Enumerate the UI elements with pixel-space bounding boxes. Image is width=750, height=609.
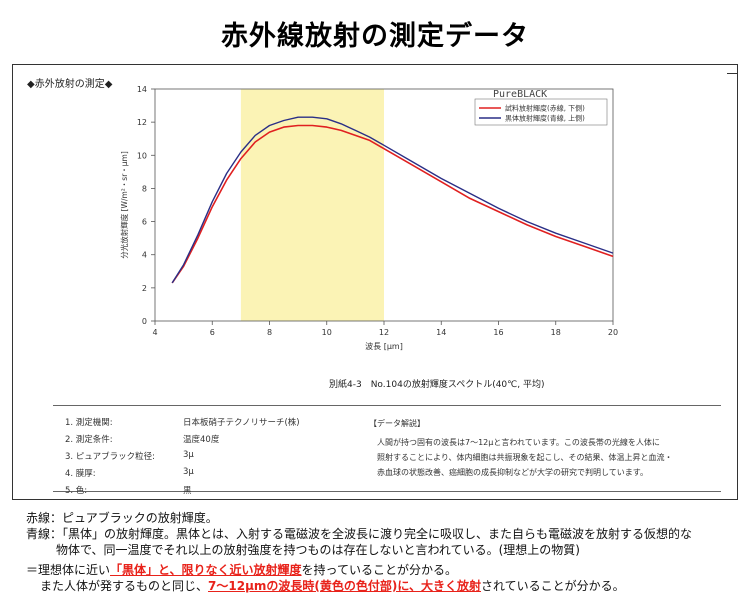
conclusion-text: また人体が発するものと同じ、 <box>40 579 209 593</box>
legend-label: 試料放射輝度(赤線, 下側) <box>505 104 585 113</box>
legend-watermark: PureBLACK <box>493 89 547 100</box>
blue-line-note-cont: 物体で、同一温度でそれ以上の放射強度を持つものは存在しないと言われている。(理想… <box>56 543 580 557</box>
notes-line: 照射することにより、体内細胞は共振現象を起こし、その結果、体温上昇と血流・ <box>377 453 673 462</box>
y-tick-label: 12 <box>137 118 147 127</box>
spectrum-chart: 4 6 8 10 12 14 16 18 20 0 2 4 6 8 10 12 14 波長 [μm] 分光放射輝度 … <box>119 85 618 351</box>
conclusion-text: されていることが分かる。 <box>481 579 625 593</box>
red-line-note: 赤線：ピュアブラックの放射輝度。 <box>26 511 218 525</box>
x-tick-label: 6 <box>210 328 215 337</box>
conclusion-highlight: 「黒体」と、限りなく近い放射輝度 <box>110 563 302 577</box>
y-tick-label: 6 <box>142 218 147 227</box>
footer-explanation: 赤線：ピュアブラックの放射輝度。 青線：「黒体」の放射輝度。黒体とは、入射する電… <box>26 510 736 594</box>
condition-value: 温度40度 <box>183 435 220 445</box>
condition-value: 日本板硝子テクノリサーチ(株) <box>183 418 300 428</box>
section-label: ◆赤外放射の測定◆ <box>27 79 113 90</box>
y-axis-label: 分光放射輝度 [W/m²・sr・μm] <box>119 151 129 259</box>
x-tick-label: 16 <box>493 328 503 337</box>
condition-value: 黒 <box>183 486 192 496</box>
data-notes: 【データ解説】 人間が持つ固有の波長は7〜12μと言われています。この波長帯の光… <box>369 416 714 480</box>
blue-line-note: 青線：「黒体」の放射輝度。黒体とは、入射する電磁波を全波長に渡り完全に吸収し、ま… <box>26 527 693 541</box>
condition-label: 4. 膜厚: <box>65 469 96 479</box>
x-tick-label: 8 <box>267 328 272 337</box>
y-tick-label: 10 <box>137 151 147 160</box>
conclusion-2: また人体が発するものと同じ、7〜12μmの波長時(黄色の色付部)に、大きく放射さ… <box>26 578 736 594</box>
scanned-document: ◆赤外放射の測定◆ 4 6 8 10 12 14 16 18 20 0 2 4 6 8 10 12 14 波長 [… <box>12 64 738 500</box>
y-tick-label: 2 <box>142 284 147 293</box>
chart-caption: 別紙4-3 No.104の放射輝度スペクトル(40℃, 平均) <box>329 380 545 390</box>
page-title: 赤外線放射の測定データ <box>221 21 529 52</box>
conclusion-text: を持っていることが分かる。 <box>301 563 457 577</box>
x-axis-label: 波長 [μm] <box>365 341 403 351</box>
condition-label: 1. 測定機関: <box>65 418 113 428</box>
blackbody-radiance-line <box>171 116 614 284</box>
sample-radiance-line <box>171 124 614 284</box>
condition-label: 2. 測定条件: <box>65 435 113 445</box>
y-tick-label: 8 <box>142 184 147 193</box>
conclusion-1: ＝理想体に近い「黒体」と、限りなく近い放射輝度を持っていることが分かる。 <box>26 562 736 578</box>
legend-box <box>474 98 608 126</box>
frame-divider <box>727 73 737 74</box>
condition-label: 5. 色: <box>65 486 88 496</box>
x-tick-label: 12 <box>379 328 389 337</box>
y-tick-label: 4 <box>142 251 147 260</box>
x-tick-label: 10 <box>322 328 332 337</box>
condition-value: 3μ <box>183 467 194 477</box>
conclusion-highlight: 7〜12μmの波長時(黄色の色付部)に、大きく放射 <box>208 579 482 593</box>
y-tick-label: 0 <box>142 317 147 326</box>
x-tick-label: 4 <box>152 328 157 337</box>
notes-line: 赤血球の状態改善、癌細胞の成長抑制などが大学の研究で判明しています。 <box>377 468 648 477</box>
legend-label: 黒体放射輝度(青線, 上側) <box>505 114 585 123</box>
notes-line: 人間が持つ固有の波長は7〜12μと言われています。この波長帯の光線を人体に <box>377 438 660 447</box>
x-tick-label: 20 <box>608 328 618 337</box>
notes-title: 【データ解説】 <box>369 419 425 428</box>
conclusion-text: ＝理想体に近い <box>26 563 111 577</box>
highlight-band <box>240 89 384 321</box>
x-tick-label: 14 <box>436 328 446 337</box>
condition-value: 3μ <box>183 450 194 460</box>
y-tick-label: 14 <box>137 85 147 94</box>
condition-label: 3. ピュアブラック粒径: <box>65 452 156 462</box>
x-tick-label: 18 <box>551 328 561 337</box>
info-box: 1. 測定機関: 日本板硝子テクノリサーチ(株) 2. 測定条件: 温度40度 … <box>53 405 721 496</box>
